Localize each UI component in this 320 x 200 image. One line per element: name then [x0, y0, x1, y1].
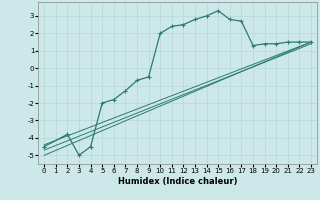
X-axis label: Humidex (Indice chaleur): Humidex (Indice chaleur): [118, 177, 237, 186]
